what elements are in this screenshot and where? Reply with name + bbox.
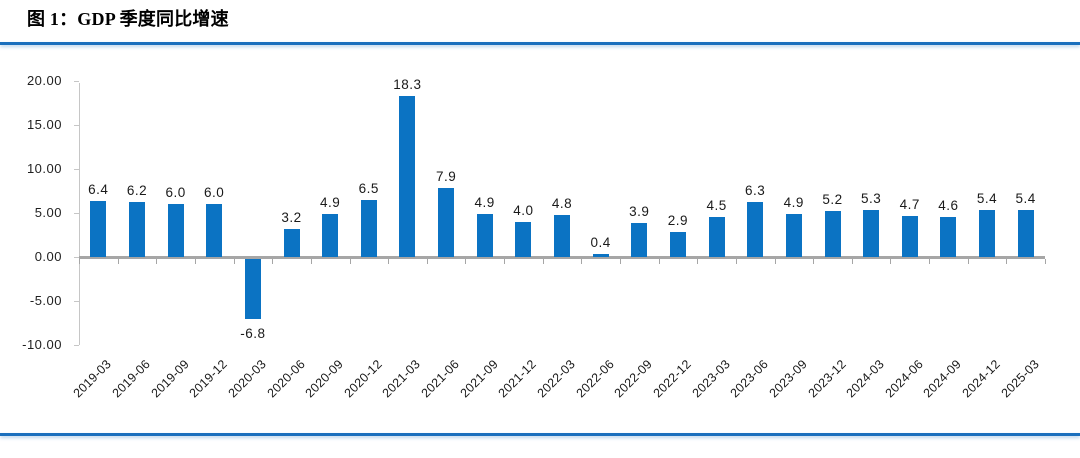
data-label: 2.9: [667, 212, 689, 228]
x-axis-tick: [465, 259, 467, 264]
y-axis-tick: [74, 125, 79, 126]
x-axis-tick: [156, 259, 158, 264]
x-axis-tick: [851, 259, 853, 264]
data-label: 4.0: [513, 202, 534, 218]
y-axis-label: 20.00: [26, 73, 62, 88]
x-axis-tick: [349, 259, 351, 264]
y-axis-tick: [74, 345, 79, 346]
bar: [669, 231, 686, 257]
bar: [129, 202, 145, 257]
data-label: 5.3: [860, 191, 882, 207]
data-label: 3.2: [281, 209, 302, 225]
data-label: 6.3: [745, 182, 766, 198]
x-axis-tick: [581, 259, 583, 264]
bar: [554, 214, 570, 257]
bar: [244, 259, 261, 319]
x-axis-tick: [117, 259, 119, 264]
y-axis-label: 5.00: [34, 205, 62, 220]
bar: [283, 228, 300, 257]
bar: [592, 253, 609, 257]
data-label: 4.9: [474, 194, 495, 210]
x-axis-tick: [388, 259, 390, 264]
bar: [399, 96, 416, 257]
bar: [979, 209, 995, 257]
bar: [785, 213, 802, 257]
x-axis-tick: [658, 259, 660, 264]
data-label: 6.0: [165, 185, 186, 201]
y-axis-tick: [74, 213, 79, 214]
data-label: 5.2: [822, 192, 843, 208]
data-label: 7.9: [435, 168, 457, 184]
data-label: 4.6: [938, 197, 959, 213]
bar: [206, 204, 223, 257]
x-axis-tick: [542, 259, 544, 264]
x-axis-line: [79, 256, 1045, 259]
data-label: 4.9: [320, 194, 341, 210]
data-label: 4.5: [706, 198, 727, 214]
data-label: 3.9: [629, 203, 650, 219]
figure-title: 图 1：GDP 季度同比增速: [27, 9, 229, 29]
x-axis-tick: [774, 259, 776, 264]
x-axis-tick: [310, 259, 312, 264]
x-axis-tick: [967, 259, 969, 264]
bar: [901, 215, 918, 257]
y-axis-tick: [74, 81, 79, 82]
data-label: 6.5: [358, 180, 379, 196]
bar: [90, 200, 107, 257]
bar: [708, 217, 725, 257]
data-label: 5.4: [1015, 190, 1036, 206]
x-axis-tick: [233, 259, 235, 264]
y-axis-label: 15.00: [26, 117, 62, 132]
x-axis-tick: [194, 259, 196, 264]
y-axis-label: 10.00: [26, 161, 62, 176]
y-axis-label: -10.00: [22, 337, 62, 352]
x-axis-tick: [890, 259, 892, 264]
data-label: 6.4: [88, 181, 109, 197]
bar: [1017, 209, 1034, 257]
bar: [360, 199, 377, 257]
bar: [863, 210, 880, 257]
x-axis-tick: [813, 259, 815, 264]
data-label: -6.8: [240, 325, 266, 341]
bar: [476, 213, 493, 257]
x-axis-tick: [697, 259, 699, 264]
data-label: 18.3: [393, 77, 422, 92]
data-label: 0.4: [590, 234, 611, 250]
data-label: 6.2: [126, 183, 148, 199]
bar: [824, 211, 841, 257]
bar: [515, 221, 532, 257]
x-axis-tick: [79, 259, 80, 264]
x-axis-tick: [1045, 259, 1046, 264]
data-label: 4.9: [783, 194, 804, 210]
x-axis-tick: [620, 259, 621, 264]
x-axis-tick: [426, 259, 428, 264]
bar: [747, 201, 764, 257]
x-axis-tick: [272, 259, 274, 264]
y-axis-line: [79, 83, 80, 345]
top-divider-rule: [0, 42, 1080, 45]
y-axis-tick: [74, 301, 79, 302]
data-label: 4.7: [899, 196, 920, 212]
y-axis-label: -5.00: [29, 293, 62, 308]
bottom-divider-rule: [0, 433, 1080, 436]
y-axis-tick: [74, 169, 79, 170]
bar: [167, 204, 184, 257]
bar: [438, 187, 455, 257]
y-axis-label: 0.00: [34, 249, 62, 264]
data-label: 6.0: [204, 185, 225, 201]
bar: [322, 213, 339, 257]
x-axis-tick: [735, 259, 737, 264]
bar: [940, 216, 957, 257]
data-label: 5.4: [976, 190, 998, 206]
x-axis-tick: [504, 259, 505, 264]
bar: [631, 222, 648, 257]
x-axis-tick: [1006, 259, 1008, 264]
data-label: 4.8: [551, 195, 573, 211]
y-axis-tick: [74, 257, 79, 258]
x-axis-tick: [929, 259, 931, 264]
